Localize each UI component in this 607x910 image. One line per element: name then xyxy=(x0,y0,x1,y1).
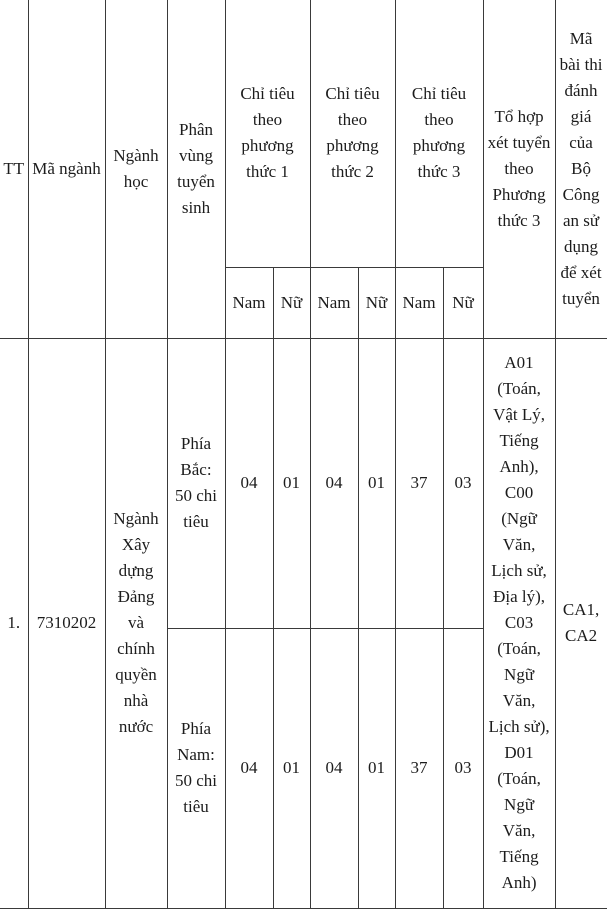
cell-nganh-hoc: Ngành Xây dựng Đảng và chính quyền nhà n… xyxy=(104,337,168,909)
header-to-hop: Tổ hợp xét tuyển theo Phương thức 3 xyxy=(482,0,556,339)
cell-nam-pt1-nam: 04 xyxy=(224,627,274,909)
cell-phan-vung-bac: Phía Bắc: 50 chi tiêu xyxy=(166,337,226,629)
header-chi-tieu-pt3: Chỉ tiêu theo phương thức 3 xyxy=(394,0,484,268)
table-row-south: Phía Nam: 50 chi tiêu 04 01 04 01 37 03 xyxy=(0,627,607,909)
cell-bac-pt1-nu: 01 xyxy=(272,337,311,629)
cell-tt: 1. xyxy=(0,337,29,909)
cell-nam-pt3-nu: 03 xyxy=(442,627,484,909)
header-tt: TT xyxy=(0,0,29,339)
header-pt2-nam: Nam xyxy=(309,266,359,339)
table-row-north: 1. 7310202 Ngành Xây dựng Đảng và chính … xyxy=(0,337,607,909)
cell-bac-pt3-nu: 03 xyxy=(442,337,484,629)
header-pt1-nam: Nam xyxy=(224,266,274,339)
cell-nam-pt1-nu: 01 xyxy=(272,627,311,909)
cell-to-hop: A01 (Toán, Vật Lý, Tiếng Anh), C00 (Ngữ … xyxy=(482,337,556,909)
cell-ma-bai-thi: CA1, CA2 xyxy=(554,337,607,909)
header-ma-nganh: Mã ngành xyxy=(27,0,106,339)
header-phan-vung: Phân vùng tuyển sinh xyxy=(166,0,226,339)
cell-bac-pt2-nam: 04 xyxy=(309,337,359,629)
cell-nam-pt2-nam: 04 xyxy=(309,627,359,909)
cell-bac-pt2-nu: 01 xyxy=(357,337,396,629)
cell-bac-pt3-nam: 37 xyxy=(394,337,444,629)
header-pt3-nam: Nam xyxy=(394,266,444,339)
header-pt1-nu: Nữ xyxy=(272,266,311,339)
cell-nam-pt3-nam: 37 xyxy=(394,627,444,909)
header-chi-tieu-pt2: Chỉ tiêu theo phương thức 2 xyxy=(309,0,396,268)
header-pt3-nu: Nữ xyxy=(442,266,484,339)
cell-nam-pt2-nu: 01 xyxy=(357,627,396,909)
header-pt2-nu: Nữ xyxy=(357,266,396,339)
header-nganh-hoc: Ngành học xyxy=(104,0,168,339)
header-chi-tieu-pt1: Chỉ tiêu theo phương thức 1 xyxy=(224,0,311,268)
cell-bac-pt1-nam: 04 xyxy=(224,337,274,629)
header-row-gender: Nam Nữ Nam Nữ Nam Nữ xyxy=(0,266,607,339)
cell-phan-vung-nam: Phía Nam: 50 chi tiêu xyxy=(166,627,226,909)
header-row-main: TT Mã ngành Ngành học Phân vùng tuyển si… xyxy=(0,0,607,339)
cell-ma-nganh: 7310202 xyxy=(27,337,106,909)
header-ma-bai-thi: Mã bài thi đánh giá của Bộ Công an sử dụ… xyxy=(554,0,607,339)
